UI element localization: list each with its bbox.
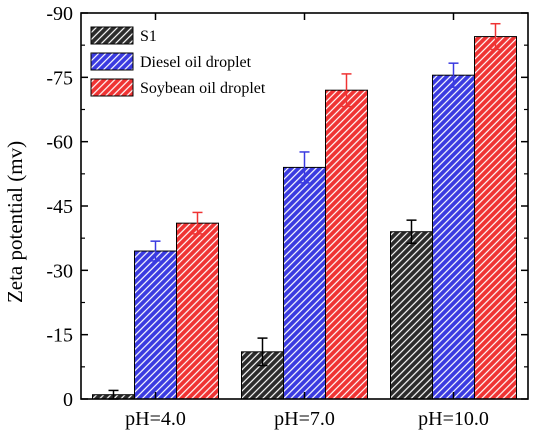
legend-label-0: S1 (140, 28, 157, 45)
y-tick-label: -75 (46, 67, 73, 89)
y-tick-label: -45 (46, 196, 73, 218)
y-tick-label: -90 (46, 3, 73, 25)
bar-soybean-oil-droplet-0 (176, 222, 219, 400)
legend: S1 Diesel oil droplet Soybean oil droplet (90, 26, 266, 97)
x-category-label: pH=4.0 (125, 408, 186, 430)
y-tick-label: -60 (46, 132, 73, 154)
legend-swatch-2 (90, 78, 134, 97)
labels-layer: 0 -15 -30 -45 -60 -75 -90 pH=4.0 pH=7.0 pH=10.0 (46, 3, 489, 430)
legend-label-1: Diesel oil droplet (140, 54, 252, 71)
bar-soybean-oil-droplet-1 (325, 89, 368, 400)
bar-soybean-oil-droplet-2 (474, 36, 517, 400)
legend-label-2: Soybean oil droplet (140, 80, 266, 97)
legend-swatch-1 (90, 52, 134, 71)
bars-layer (92, 22, 517, 400)
bar-diesel-oil-droplet-2 (432, 74, 475, 400)
y-tick-label: 0 (63, 389, 73, 411)
y-axis-title: Zeta potential (mv) (3, 141, 27, 303)
bar-s1-2 (390, 231, 433, 400)
bar-diesel-oil-droplet-1 (283, 166, 326, 400)
bar-diesel-oil-droplet-0 (134, 250, 177, 400)
legend-swatch-0 (90, 26, 134, 45)
y-tick-label: -30 (46, 260, 73, 282)
y-tick-label: -15 (46, 325, 73, 347)
x-category-label: pH=10.0 (418, 408, 489, 430)
axes-layer (80, 12, 529, 400)
x-category-label: pH=7.0 (274, 408, 335, 430)
